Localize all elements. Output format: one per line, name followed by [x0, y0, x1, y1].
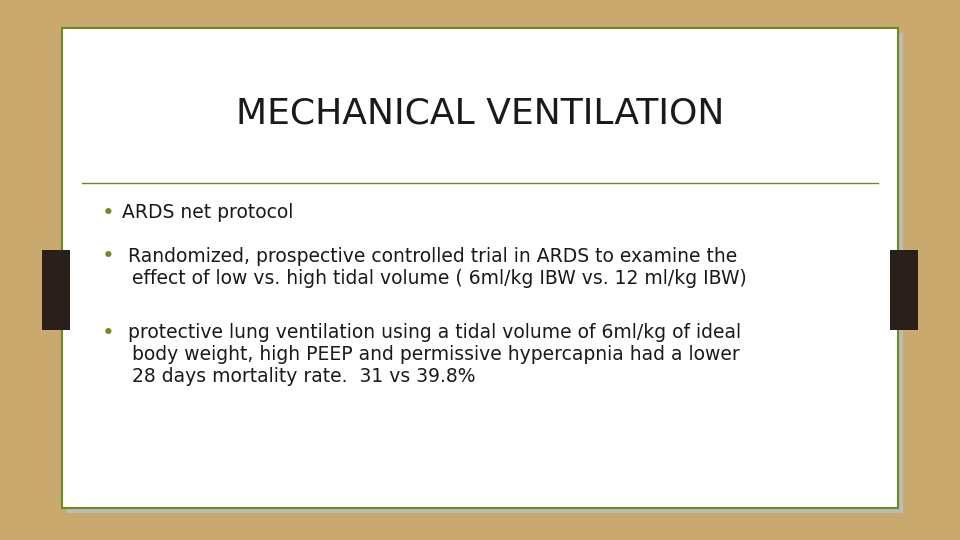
Text: MECHANICAL VENTILATION: MECHANICAL VENTILATION — [236, 96, 724, 130]
Text: protective lung ventilation using a tidal volume of 6ml/kg of ideal: protective lung ventilation using a tida… — [122, 323, 741, 342]
Bar — [42, 250, 70, 330]
Bar — [890, 250, 918, 330]
Text: body weight, high PEEP and permissive hypercapnia had a lower: body weight, high PEEP and permissive hy… — [132, 346, 740, 365]
Bar — [62, 28, 898, 508]
Bar — [67, 33, 903, 513]
Text: ARDS net protocol: ARDS net protocol — [122, 204, 294, 222]
Text: •: • — [102, 203, 115, 223]
Text: Randomized, prospective controlled trial in ARDS to examine the: Randomized, prospective controlled trial… — [122, 246, 737, 266]
Text: 28 days mortality rate.  31 vs 39.8%: 28 days mortality rate. 31 vs 39.8% — [132, 368, 475, 387]
Text: •: • — [102, 246, 115, 266]
Text: •: • — [102, 323, 115, 343]
Text: effect of low vs. high tidal volume ( 6ml/kg IBW vs. 12 ml/kg IBW): effect of low vs. high tidal volume ( 6m… — [132, 268, 747, 287]
